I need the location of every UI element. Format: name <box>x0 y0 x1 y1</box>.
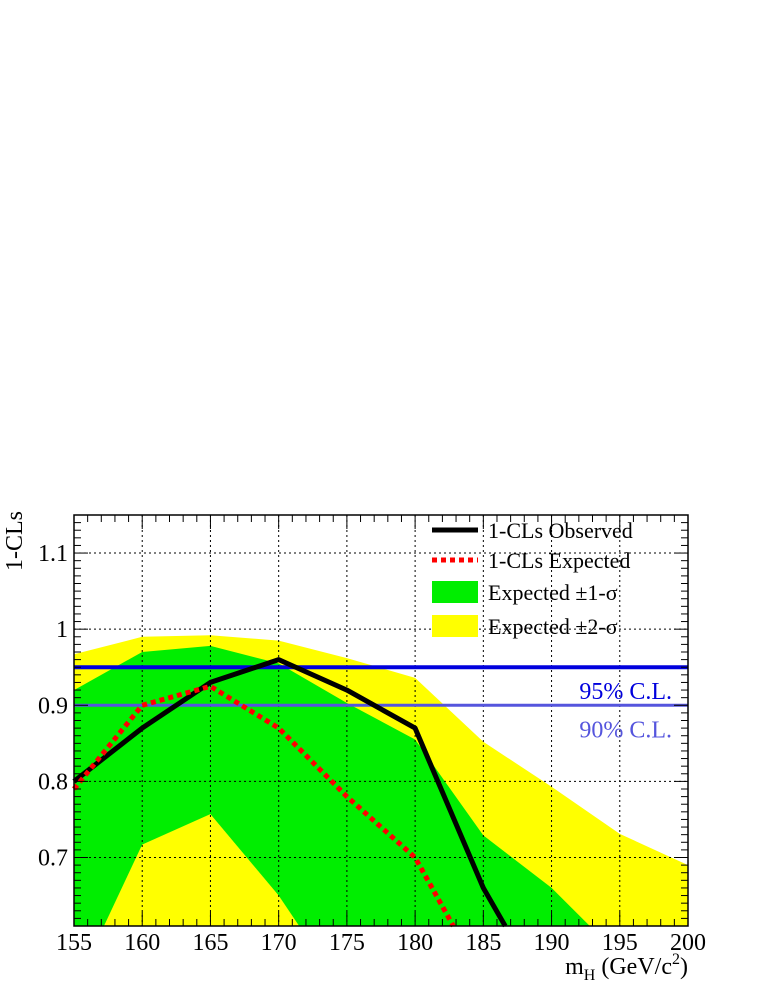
band-two-sigma-lower <box>104 814 300 926</box>
x-tick-label: 185 <box>465 930 501 956</box>
x-tick-label: 190 <box>534 930 570 956</box>
bands-layer <box>74 635 688 926</box>
x-tick-label: 165 <box>192 930 228 956</box>
observed-line <box>72 657 508 928</box>
y-tick-label: 0.9 <box>38 693 68 719</box>
x-tick-label: 195 <box>602 930 638 956</box>
reference-label-95: 95% C.L. <box>579 679 672 705</box>
reference-label-90: 90% C.L. <box>579 717 672 743</box>
legend: 1-CLs Observed 1-CLs Expected Expected ±1-… <box>432 518 633 639</box>
y-axis-label: 1-CLs <box>2 511 28 571</box>
legend-label: Expected ±2-σ <box>488 614 618 639</box>
legend-label: Expected ±1-σ <box>488 580 618 605</box>
x-tick-label: 200 <box>670 930 706 956</box>
y-tick-label: 0.8 <box>38 769 68 795</box>
legend-label: 1-CLs Expected <box>488 548 630 573</box>
tick-labels: 155 160 165 170 175 180 185 190 195 200 0.7 0.8 0.9 1… <box>38 541 706 956</box>
x-tick-label: 160 <box>124 930 160 956</box>
x-tick-label: 170 <box>261 930 297 956</box>
band-one-sigma <box>74 645 590 926</box>
y-tick-label: 1.1 <box>38 541 68 567</box>
x-tick-label: 155 <box>56 930 92 956</box>
x-tick-label: 175 <box>329 930 365 956</box>
legend-swatch-band <box>432 581 478 603</box>
x-axis-label: mH (GeV/c2) <box>565 951 688 984</box>
legend-label: 1-CLs Observed <box>488 518 633 543</box>
y-tick-label: 1 <box>56 617 68 643</box>
ticks-layer <box>73 515 689 926</box>
y-tick-label: 0.7 <box>38 846 68 872</box>
legend-swatch-band <box>432 615 478 637</box>
x-tick-label: 180 <box>397 930 433 956</box>
